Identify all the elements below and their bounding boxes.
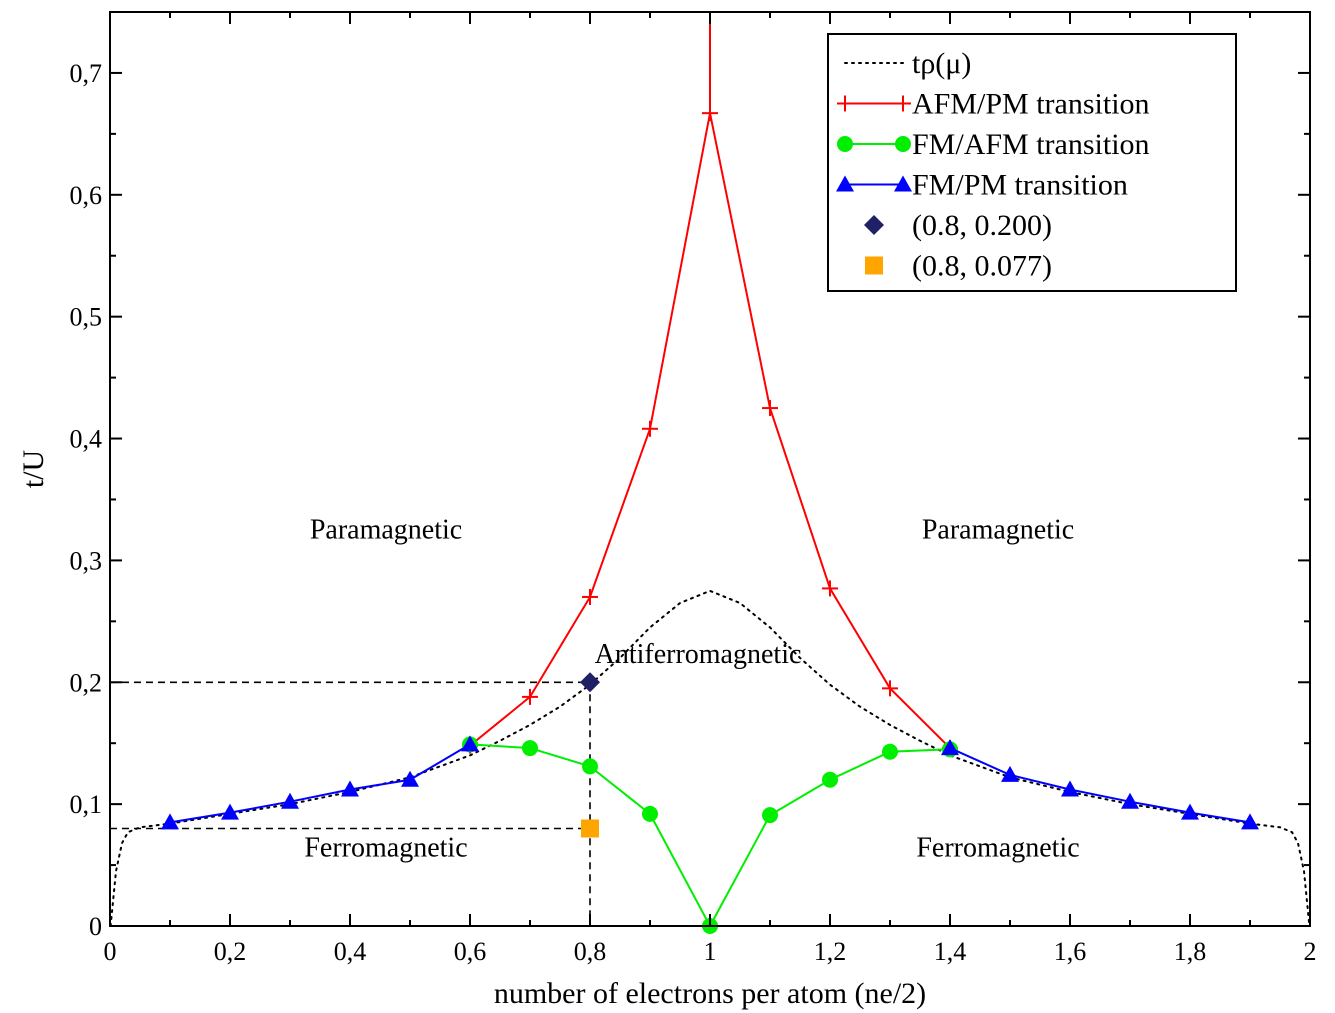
x-tick-label-5: 1 <box>704 937 717 966</box>
series-1-point-2 <box>582 588 598 605</box>
legend-marker-left-1 <box>837 95 853 112</box>
series-2-line-0 <box>469 743 951 929</box>
series-3-point-2 <box>281 792 299 809</box>
region-label-2: Antiferromagnetic <box>595 639 802 670</box>
series-3-point-7 <box>1001 765 1019 782</box>
series-2-point-6 <box>822 771 838 788</box>
series-3-point-11 <box>1241 813 1259 830</box>
region-label-4: Ferromagnetic <box>916 833 1079 864</box>
series-1-point-3 <box>642 420 658 437</box>
y-tick-label-5: 0,5 <box>70 303 103 332</box>
x-axis-title: number of electrons per atom (ne/2) <box>494 977 926 1010</box>
legend-label-5: (0.8, 0.077) <box>912 250 1052 283</box>
series-1-point-1 <box>522 688 538 705</box>
series-2-point-1 <box>522 740 538 757</box>
legend-marker-4 <box>864 215 884 235</box>
legend-label-0: tρ(μ) <box>912 47 971 80</box>
legend-entry-1: AFM/PM transition <box>837 88 1150 121</box>
legend: tρ(μ) AFM/PM transition FM/AFM transition F… <box>827 33 1237 292</box>
x-tick-label-10: 2 <box>1304 937 1317 966</box>
legend-label-1: AFM/PM transition <box>912 88 1150 121</box>
series-0 <box>109 589 1311 927</box>
legend-entry-5: (0.8, 0.077) <box>865 250 1052 283</box>
series-1-point-7 <box>882 680 898 697</box>
series-2-point-7 <box>882 743 898 760</box>
x-tick-label-1: 0,2 <box>214 937 247 966</box>
x-tick-label-3: 0,6 <box>454 937 487 966</box>
legend-label-2: FM/AFM transition <box>912 128 1150 161</box>
y-tick-label-4: 0,4 <box>70 425 103 454</box>
legend-box <box>827 33 1237 292</box>
y-tick-label-6: 0,6 <box>70 181 103 210</box>
series-1-point-4 <box>702 105 718 122</box>
region-label-3: Ferromagnetic <box>304 833 467 864</box>
axes: 0 0,2 0,4 0,6 0,8 1 1,2 1,4 1,6 1,8 2 0 0,1 0,2 0,3 0,4… <box>17 11 1317 1010</box>
legend-marker-right-3 <box>894 175 912 192</box>
highlight-point-0 <box>580 672 600 693</box>
series-0-line <box>109 589 1311 927</box>
y-tick-label-7: 0,7 <box>70 59 103 88</box>
series-3-point-10 <box>1181 803 1199 820</box>
legend-marker-right-2 <box>895 136 911 152</box>
y-axis-title: t/U <box>17 450 50 489</box>
legend-label-4: (0.8, 0.200) <box>912 209 1052 242</box>
highlight-point-1 <box>581 819 599 838</box>
x-tick-label-2: 0,4 <box>334 937 367 966</box>
x-tick-label-4: 0,8 <box>574 937 607 966</box>
x-tick-label-6: 1,2 <box>814 937 847 966</box>
legend-entry-2: FM/AFM transition <box>837 128 1150 161</box>
guide-line-0 <box>110 681 591 926</box>
series-2-point-5 <box>762 807 778 824</box>
region-labels: Paramagnetic Paramagnetic Antiferromagneti… <box>304 514 1079 863</box>
legend-label-3: FM/PM transition <box>912 169 1128 202</box>
legend-marker-5 <box>865 256 883 275</box>
series-3-point-3 <box>341 780 359 797</box>
legend-entry-0: tρ(μ) <box>844 47 971 80</box>
series-1-point-5 <box>762 400 778 417</box>
series-1-point-6 <box>822 580 838 597</box>
series-3-point-5 <box>461 735 479 752</box>
series-3-point-4 <box>401 770 419 787</box>
series-3-line-1 <box>949 747 1251 824</box>
series-3-point-1 <box>221 803 239 820</box>
y-tick-label-1: 0,1 <box>70 790 103 819</box>
series-3-point-8 <box>1061 780 1079 797</box>
region-label-1: Paramagnetic <box>922 514 1074 545</box>
series-3-point-0 <box>161 813 179 830</box>
x-tick-label-7: 1,4 <box>934 937 967 966</box>
x-tick-label-0: 0 <box>104 937 117 966</box>
legend-marker-left-3 <box>836 175 854 192</box>
series-2-point-3 <box>642 805 658 822</box>
y-tick-label-3: 0,3 <box>70 546 103 575</box>
legend-entry-4: (0.8, 0.200) <box>864 209 1052 242</box>
region-label-0: Paramagnetic <box>310 514 462 545</box>
series-3-point-6 <box>941 739 959 756</box>
x-tick-label-9: 1,8 <box>1174 937 1207 966</box>
series-2 <box>462 736 958 934</box>
series-3-line-0 <box>169 743 471 824</box>
series-2-point-2 <box>582 758 598 775</box>
series-3 <box>161 735 1259 830</box>
y-tick-label-0: 0 <box>89 912 102 941</box>
guide-lines <box>110 681 591 926</box>
series-3-point-9 <box>1121 792 1139 809</box>
y-tick-label-2: 0,2 <box>70 668 103 697</box>
legend-entry-3: FM/PM transition <box>836 169 1128 202</box>
x-tick-label-8: 1,6 <box>1054 937 1087 966</box>
legend-marker-left-2 <box>837 136 853 152</box>
legend-marker-right-1 <box>895 95 911 112</box>
